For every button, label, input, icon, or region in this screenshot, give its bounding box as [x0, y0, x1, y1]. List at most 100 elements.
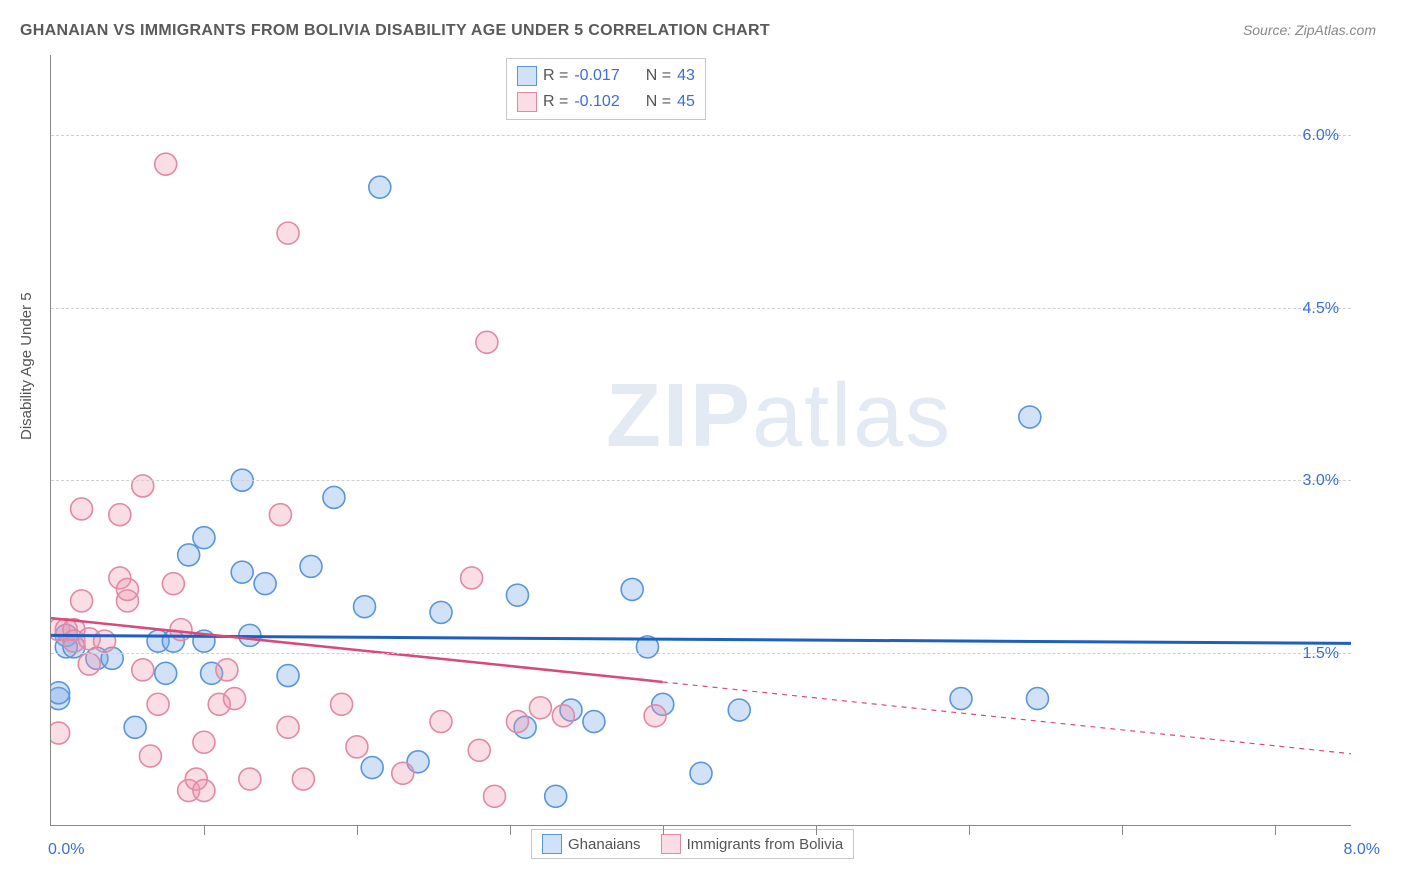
data-point — [78, 653, 100, 675]
y-axis-label: Disability Age Under 5 — [18, 292, 35, 440]
correlation-stats-box: R = -0.017 N = 43 R = -0.102 N = 45 — [506, 58, 706, 120]
data-point — [430, 711, 452, 733]
y-tick-label: 4.5% — [1303, 300, 1339, 318]
data-point — [690, 762, 712, 784]
chart-container: GHANAIAN VS IMMIGRANTS FROM BOLIVIA DISA… — [0, 0, 1406, 892]
data-point — [323, 486, 345, 508]
data-point — [1026, 688, 1048, 710]
r-label: R = — [543, 93, 568, 111]
data-point — [292, 768, 314, 790]
data-point — [269, 504, 291, 526]
x-tick — [357, 825, 358, 835]
data-point — [147, 693, 169, 715]
data-point — [51, 722, 70, 744]
data-point — [109, 504, 131, 526]
source-label: Source: ZipAtlas.com — [1243, 22, 1376, 38]
x-axis-max-label: 8.0% — [1344, 841, 1380, 859]
legend-label: Ghanaians — [568, 836, 641, 853]
data-point — [1019, 406, 1041, 428]
data-point — [231, 561, 253, 583]
x-tick — [510, 825, 511, 835]
r-value: -0.102 — [574, 93, 619, 111]
x-tick — [1122, 825, 1123, 835]
series-swatch — [517, 92, 537, 112]
stats-row: R = -0.102 N = 45 — [517, 89, 695, 115]
data-point — [545, 785, 567, 807]
data-point — [277, 716, 299, 738]
data-point — [621, 578, 643, 600]
data-point — [277, 665, 299, 687]
data-point — [392, 762, 414, 784]
y-tick-label: 6.0% — [1303, 127, 1339, 145]
legend-swatch — [661, 834, 681, 854]
x-tick — [969, 825, 970, 835]
data-point — [461, 567, 483, 589]
data-point — [468, 739, 490, 761]
data-point — [506, 711, 528, 733]
data-point — [239, 768, 261, 790]
gridline — [51, 480, 1351, 481]
data-point — [155, 662, 177, 684]
n-label: N = — [646, 67, 671, 85]
data-point — [529, 697, 551, 719]
gridline — [51, 135, 1351, 136]
source-name: ZipAtlas.com — [1295, 22, 1376, 38]
gridline — [51, 308, 1351, 309]
data-point — [346, 736, 368, 758]
x-tick — [1275, 825, 1276, 835]
y-tick-label: 1.5% — [1303, 645, 1339, 663]
series-legend: Ghanaians Immigrants from Bolivia — [531, 829, 854, 859]
data-point — [216, 659, 238, 681]
data-point — [139, 745, 161, 767]
n-label: N = — [646, 93, 671, 111]
data-point — [124, 716, 146, 738]
data-point — [369, 176, 391, 198]
data-point — [116, 578, 138, 600]
legend-item: Immigrants from Bolivia — [661, 834, 844, 854]
data-point — [506, 584, 528, 606]
legend-label: Immigrants from Bolivia — [687, 836, 844, 853]
data-point — [51, 682, 70, 704]
data-point — [331, 693, 353, 715]
data-point — [583, 711, 605, 733]
data-point — [644, 705, 666, 727]
data-point — [193, 527, 215, 549]
source-prefix: Source: — [1243, 22, 1295, 38]
series-swatch — [517, 66, 537, 86]
n-value: 43 — [677, 67, 695, 85]
x-axis-origin-label: 0.0% — [48, 841, 84, 859]
data-point — [361, 757, 383, 779]
scatter-plot-svg — [51, 55, 1351, 825]
r-value: -0.017 — [574, 67, 619, 85]
n-value: 45 — [677, 93, 695, 111]
gridline — [51, 653, 1351, 654]
chart-title: GHANAIAN VS IMMIGRANTS FROM BOLIVIA DISA… — [20, 22, 770, 40]
data-point — [178, 544, 200, 566]
data-point — [71, 590, 93, 612]
plot-area: ZIPatlas R = -0.017N = 43R = -0.102N = 4… — [50, 55, 1351, 826]
x-tick — [816, 825, 817, 835]
data-point — [430, 601, 452, 623]
legend-item: Ghanaians — [542, 834, 641, 854]
data-point — [354, 596, 376, 618]
data-point — [193, 731, 215, 753]
data-point — [155, 153, 177, 175]
stats-row: R = -0.017 N = 43 — [517, 63, 695, 89]
x-tick — [663, 825, 664, 835]
y-tick-label: 3.0% — [1303, 472, 1339, 490]
data-point — [94, 630, 116, 652]
data-point — [193, 780, 215, 802]
r-label: R = — [543, 67, 568, 85]
legend-swatch — [542, 834, 562, 854]
data-point — [162, 573, 184, 595]
data-point — [552, 705, 574, 727]
data-point — [950, 688, 972, 710]
data-point — [254, 573, 276, 595]
data-point — [728, 699, 750, 721]
data-point — [224, 688, 246, 710]
data-point — [476, 331, 498, 353]
data-point — [277, 222, 299, 244]
data-point — [71, 498, 93, 520]
data-point — [132, 659, 154, 681]
data-point — [300, 555, 322, 577]
